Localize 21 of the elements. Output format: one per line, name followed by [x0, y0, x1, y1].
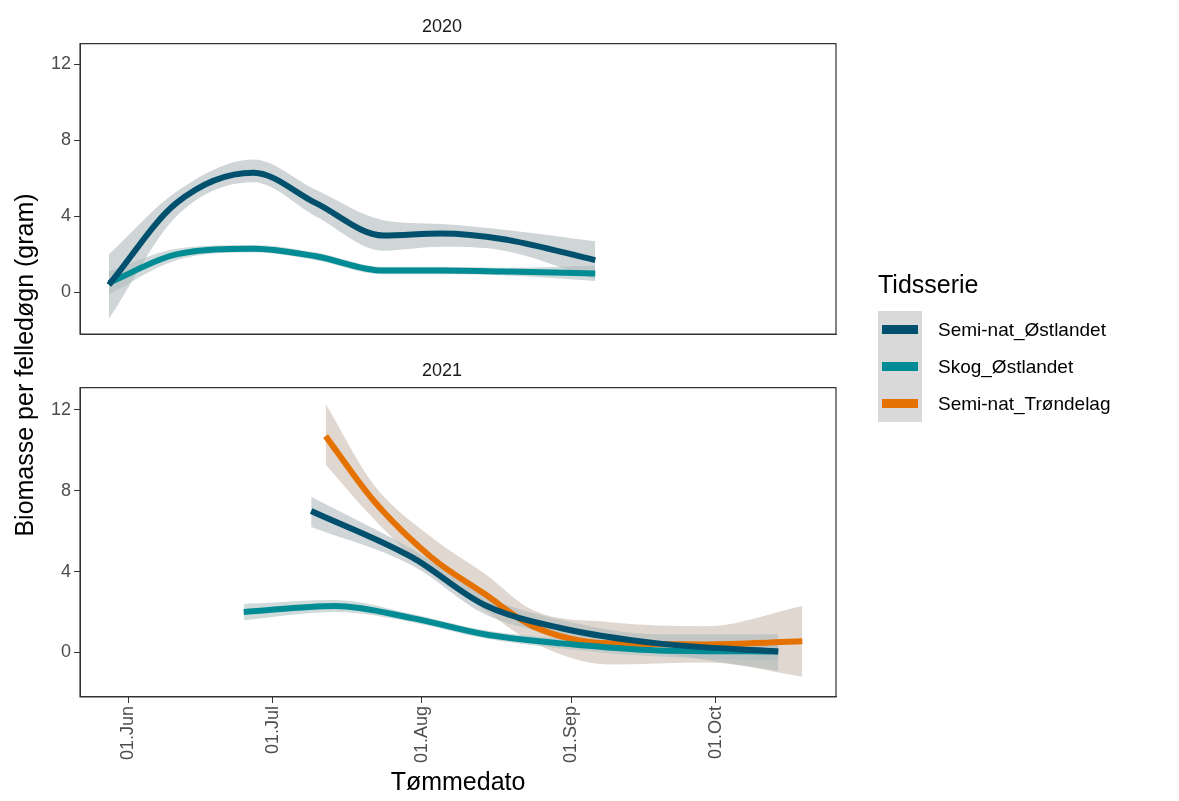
y-tick-label: 0 [61, 641, 72, 662]
x-tick-label: 01.Jun [117, 705, 138, 760]
y-tick-label: 12 [50, 398, 72, 419]
y-tick-label: 8 [61, 129, 72, 150]
chart-title: 2021 [421, 359, 463, 380]
legend-title: Tidsserie [878, 270, 980, 299]
x-tick-label: 01.Jul [261, 705, 282, 754]
y-tick-label: 8 [61, 479, 72, 500]
x-tick-label: 01.Oct [704, 705, 725, 759]
legend-label: Semi-nat_Trøndelag [938, 392, 1111, 415]
y-tick-label: 0 [61, 281, 72, 302]
legend-label: Semi-nat_Østlandet [938, 318, 1106, 341]
y-axis-title: Biomasse per felledøgn (gram) [9, 193, 39, 537]
y-tick-label: 4 [61, 560, 72, 581]
y-tick-label: 12 [50, 53, 72, 74]
legend-label: Skog_Østlandet [938, 355, 1074, 378]
y-tick-label: 4 [61, 205, 72, 226]
chart-title: 2020 [421, 15, 463, 36]
x-axis-title: Tømmedato [390, 766, 526, 795]
x-tick-label: 01.Sep [560, 705, 581, 764]
x-tick-label: 01.Aug [410, 705, 431, 764]
